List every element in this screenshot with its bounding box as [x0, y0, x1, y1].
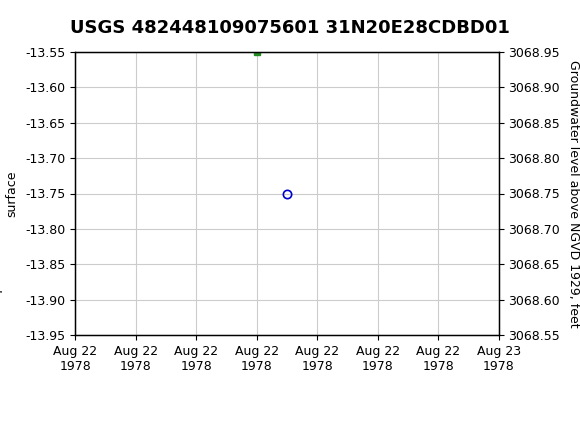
- Text: USGS: USGS: [12, 10, 71, 29]
- Y-axis label: Groundwater level above NGVD 1929, feet: Groundwater level above NGVD 1929, feet: [567, 60, 580, 327]
- Y-axis label: Depth to water level, feet below land
surface: Depth to water level, feet below land su…: [0, 77, 19, 310]
- Text: USGS 482448109075601 31N20E28CDBD01: USGS 482448109075601 31N20E28CDBD01: [70, 19, 510, 37]
